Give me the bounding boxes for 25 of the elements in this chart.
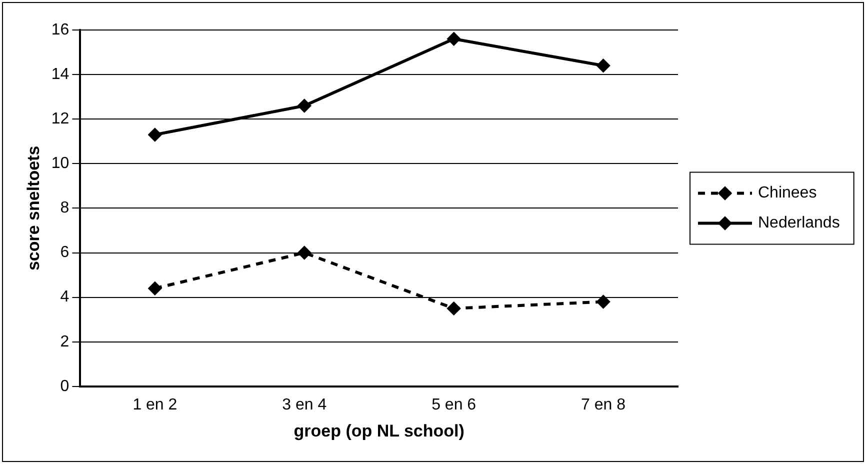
point <box>447 302 460 315</box>
point <box>298 99 311 112</box>
point <box>298 246 311 260</box>
y-tick-label: 6 <box>60 244 70 262</box>
x-tick-label: 5 en 6 <box>432 396 476 414</box>
point <box>148 128 162 142</box>
y-tick-label: 4 <box>60 288 70 306</box>
x-tick-label: 7 en 8 <box>581 396 626 414</box>
y-tick-label: 12 <box>51 110 70 128</box>
point <box>148 282 162 295</box>
y-tick-label: 14 <box>51 66 70 83</box>
y-tick-label: 16 <box>51 21 70 38</box>
y-tick-label: 8 <box>60 200 70 217</box>
x-tick-label: 1 en 2 <box>132 396 178 414</box>
y-tick-label: 2 <box>60 333 70 350</box>
y-tick-label: 10 <box>51 155 70 172</box>
point <box>596 295 610 308</box>
point <box>447 32 460 46</box>
point <box>596 59 610 72</box>
legend-label: Nederlands <box>758 214 840 232</box>
x-tick-label: 3 en 4 <box>282 396 327 414</box>
y-tick-label: 0 <box>60 378 70 395</box>
x-axis-title: groep (op NL school) <box>294 421 464 440</box>
y-axis-title: score sneltoets <box>24 146 43 271</box>
legend-label: Chinees <box>758 184 817 202</box>
